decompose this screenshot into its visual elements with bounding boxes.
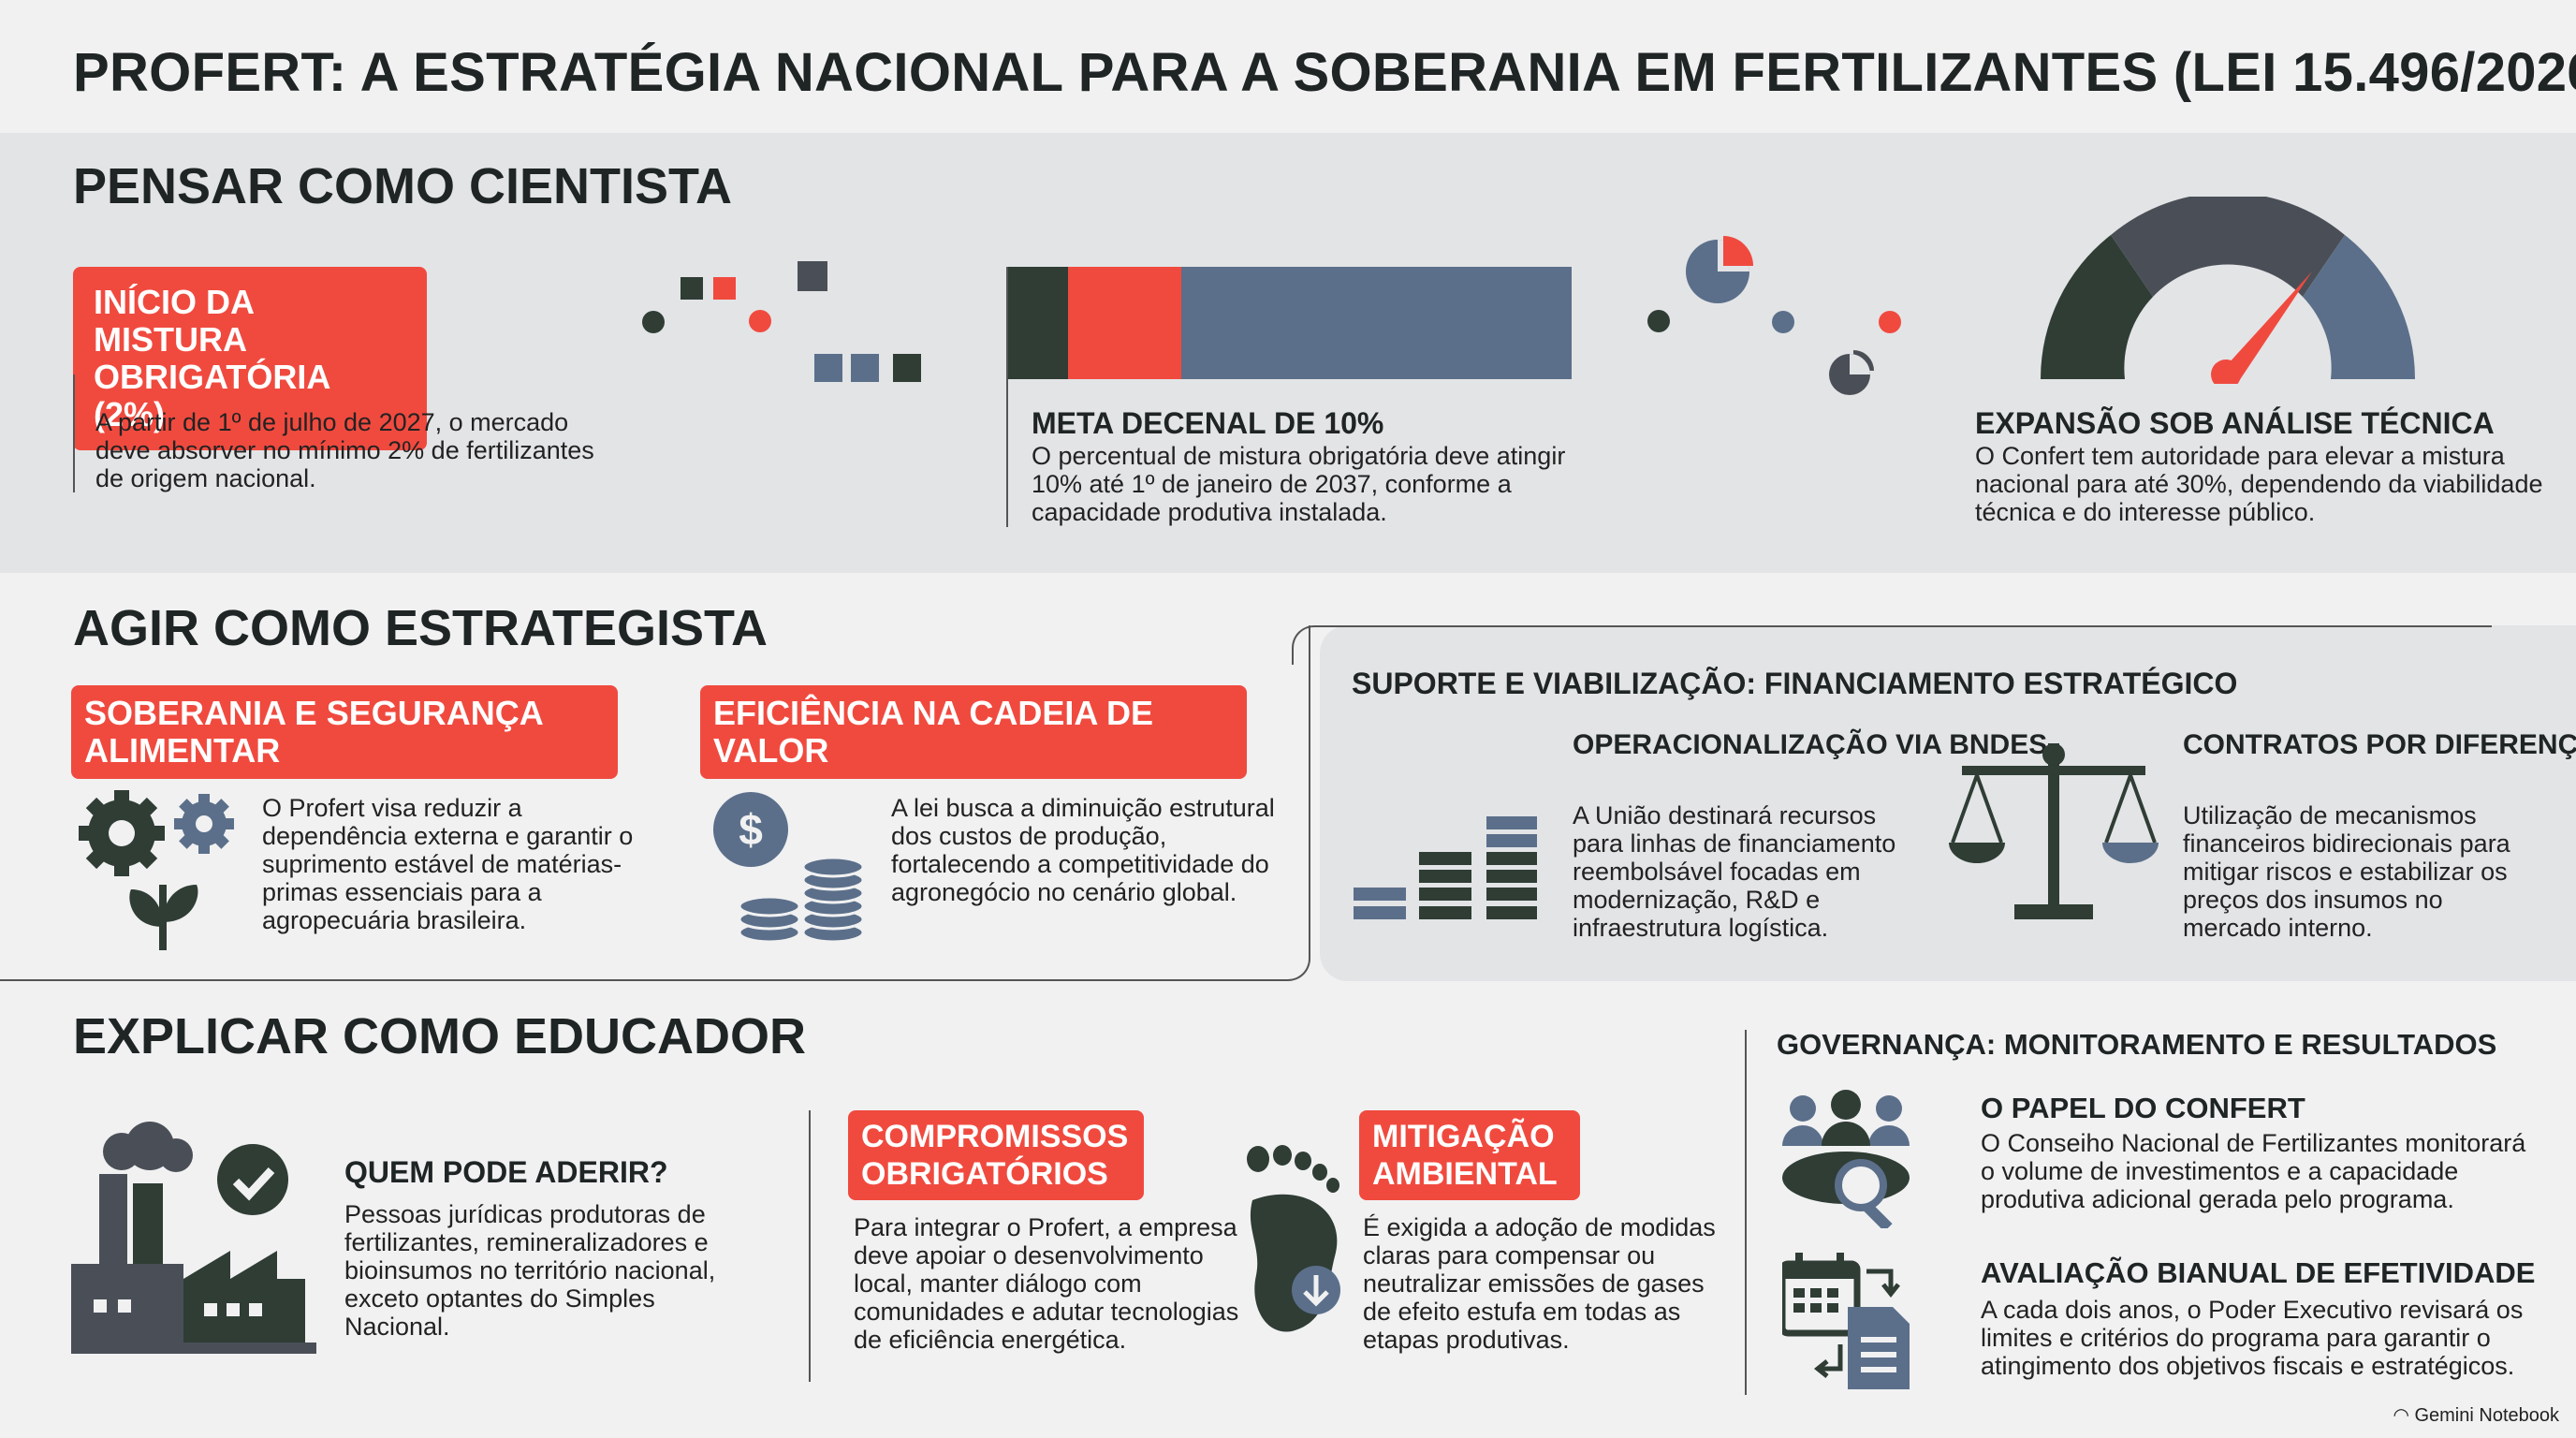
suporte-frame [1292, 625, 2492, 665]
bndes-title: OPERACIONALIZAÇÃO VIA BNDES [1573, 729, 2048, 760]
page-title: PROFERT: A ESTRATÉGIA NACIONAL PARA A SO… [73, 42, 2576, 103]
gauge-icon [2041, 197, 2415, 384]
educador-heading: EXPLICAR COMO EDUCADOR [73, 1008, 807, 1064]
brand-mark-icon: ◠ [2393, 1405, 2415, 1426]
mistura-tag: INÍCIO DA MISTURA OBRIGATÓRIA (2%) [73, 267, 427, 450]
brand-label: Gemini Notebook [2414, 1405, 2559, 1426]
aderir-text: Pessoas jurídicas produtoras de fertiliz… [344, 1200, 716, 1341]
avaliacao-title: AVALIAÇÃO BIANUAL DE EFETIVIDADE [1981, 1256, 2536, 1289]
meta-text: O percentual de mistura obrigatória deve… [1032, 442, 1566, 526]
expansao-title: EXPANSÃO SOB ANÁLISE TÉCNICA [1975, 406, 2495, 440]
svg-text:$: $ [739, 805, 763, 854]
estrategista-heading: AGIR COMO ESTRATEGISTA [73, 600, 768, 656]
meta-bar-segment [1068, 267, 1182, 379]
soberania-text: O Profert visa reduzir a dependência ext… [262, 794, 634, 934]
eficiencia-tag: EFICIÊNCIA NA CADEIA DE VALOR [700, 685, 1247, 779]
pie-scatter-icon [1647, 236, 1901, 395]
scale-balance-icon [1949, 743, 2159, 919]
brand-logo: ◠ Gemini Notebook [2393, 1403, 2559, 1427]
cfd-title: CONTRATOS POR DIFERENÇA (CFDs) [2183, 729, 2576, 760]
mistura-text: A partir de 1º de julho de 2027, o merca… [95, 408, 594, 492]
bndes-text: A União destinará recursos para linhas d… [1573, 801, 1896, 942]
cientista-heading: PENSAR COMO CIENTISTA [73, 158, 733, 214]
factory-check-icon [71, 1122, 316, 1354]
calendar-document-icon [1782, 1253, 1910, 1389]
monitoring-people-icon [1782, 1090, 1910, 1228]
eficiencia-text: A lei busca a diminuição estrutural dos … [891, 794, 1275, 906]
cfd-text: Utilização de mecanismos financeiros bid… [2183, 801, 2510, 942]
suporte-title: SUPORTE E VIABILIZAÇÃO: FINANCIAMENTO ES… [1352, 667, 2238, 700]
aderir-title: QUEM PODE ADERIR? [344, 1155, 668, 1189]
meta-divider [1006, 267, 1008, 527]
soberania-tag: SOBERANIA E SEGURANÇA ALIMENTAR [71, 685, 618, 779]
meta-bar [1006, 267, 1572, 379]
compromissos-text: Para integrar o Profert, a empresa deve … [854, 1213, 1239, 1354]
dollar-coins-icon: $ [713, 792, 865, 944]
compromissos-tag: COMPROMISSOS OBRIGATÓRIOS [848, 1110, 1144, 1200]
mitigacao-tag: MITIGAÇÃO AMBIENTAL [1359, 1110, 1580, 1200]
expansao-text: O Confert tem autoridade para elevar a m… [1975, 442, 2543, 526]
suporte-panel [1320, 625, 2576, 981]
mitigacao-text: É exigida a adoção de modidas claras par… [1363, 1213, 1716, 1354]
estrategista-frame [0, 625, 1310, 981]
gears-plant-icon [79, 790, 234, 950]
footprint-icon [1247, 1145, 1340, 1332]
governanca-divider [1745, 1030, 1747, 1395]
meta-bar-segment [1181, 267, 1572, 379]
bar-growth-icon [1354, 816, 1537, 919]
papel-title: O PAPEL DO CONFERT [1981, 1092, 2305, 1124]
mistura-divider [73, 374, 75, 492]
avaliacao-text: A cada dois anos, o Poder Executivo revi… [1981, 1296, 2524, 1380]
meta-title: META DECENAL DE 10% [1032, 406, 1384, 440]
educador-divider [809, 1110, 811, 1382]
governanca-heading: GOVERNANÇA: MONITORAMENTO E RESULTADOS [1777, 1028, 2497, 1061]
papel-text: O Conseiho Nacional de Fertilizantes mon… [1981, 1129, 2526, 1213]
meta-bar-segment [1006, 267, 1069, 379]
